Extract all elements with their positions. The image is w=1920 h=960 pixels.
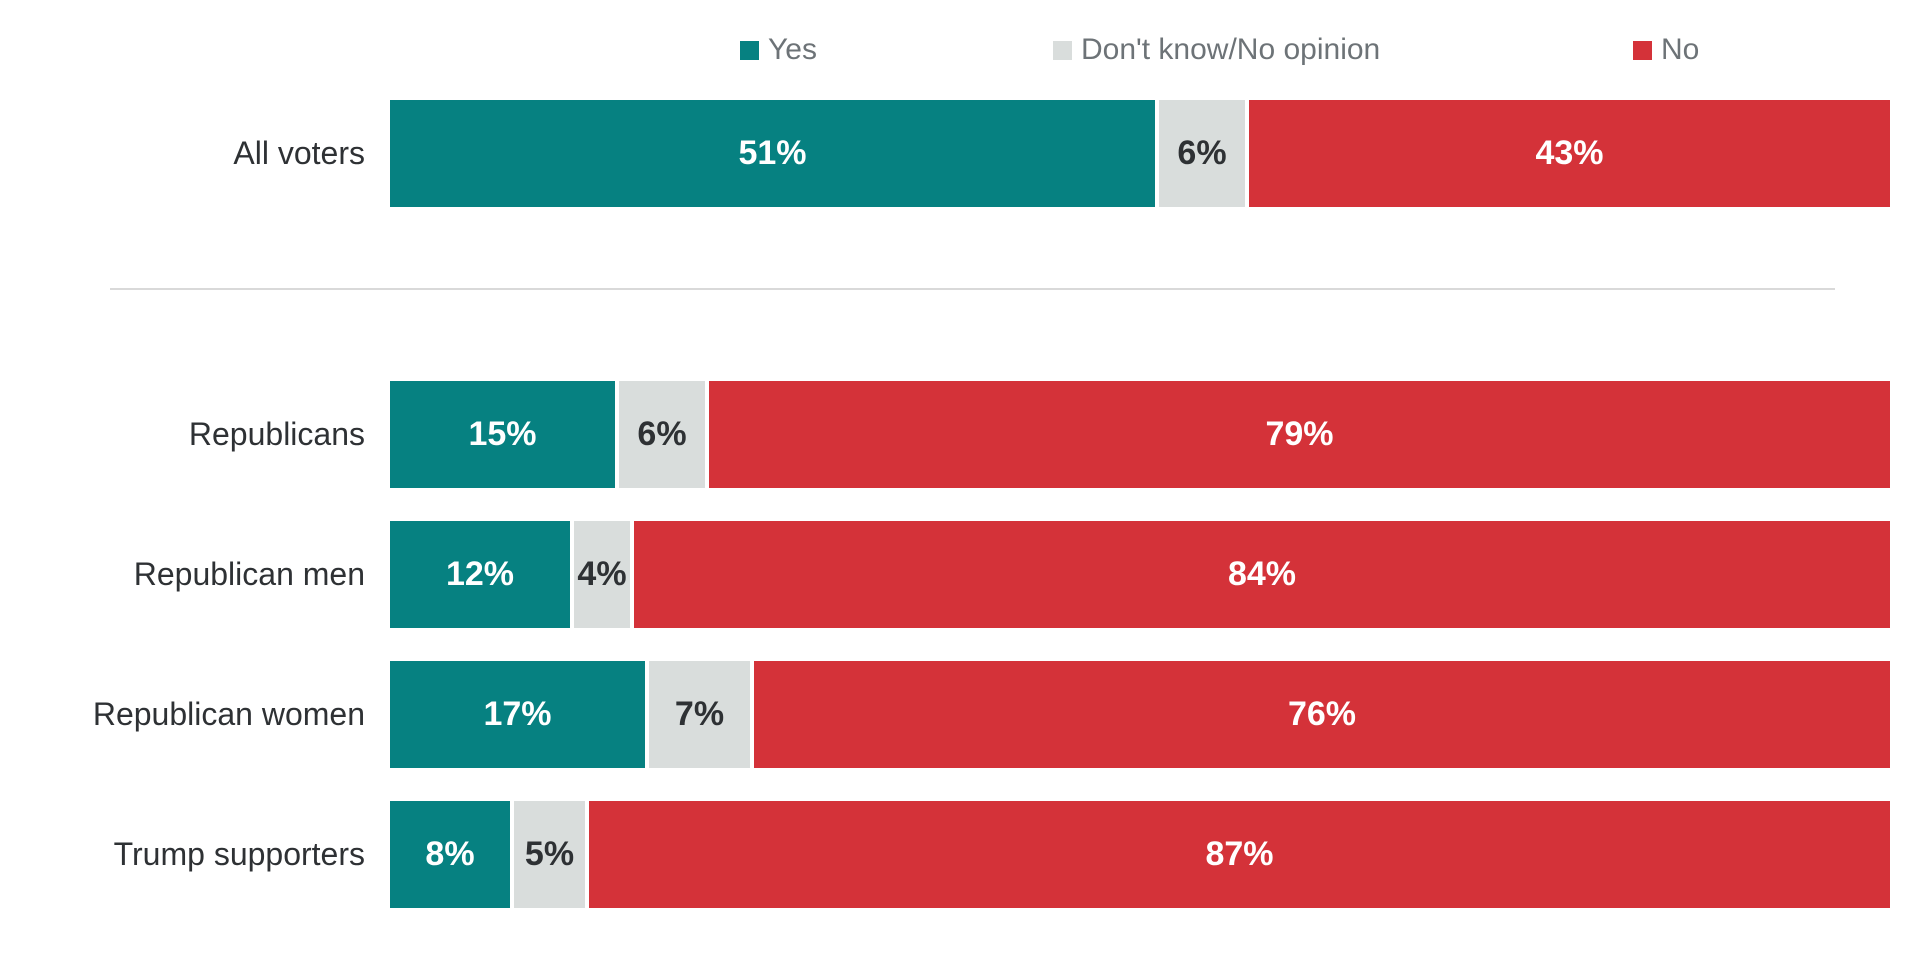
segment-value: 43% xyxy=(1535,134,1604,172)
legend-swatch-no-icon xyxy=(1633,40,1652,60)
segment-value: 7% xyxy=(674,695,725,733)
segment-value: 5% xyxy=(524,835,575,873)
legend-item-no: No xyxy=(1633,32,1699,68)
segment-dont-know: 6% xyxy=(615,381,705,488)
segment-value: 51% xyxy=(738,134,807,172)
segment-no: 43% xyxy=(1245,100,1890,207)
segment-value: 87% xyxy=(1205,835,1274,873)
row-label: Republican men xyxy=(133,556,365,592)
stacked-bar: 8% 5% 87% xyxy=(390,801,1890,908)
segment-no: 84% xyxy=(630,521,1890,628)
legend-item-dont-know: Don't know/No opinion xyxy=(1053,32,1380,68)
stacked-bar: 51% 6% 43% xyxy=(390,100,1890,207)
segment-value: 15% xyxy=(468,415,537,453)
segment-value: 79% xyxy=(1265,415,1334,453)
legend-label-yes: Yes xyxy=(768,33,817,66)
segment-value: 84% xyxy=(1227,555,1297,593)
segment-yes: 12% xyxy=(390,521,570,628)
group-divider xyxy=(110,288,1835,290)
stacked-bar: 12% 4% 84% xyxy=(390,521,1890,628)
segment-dont-know: 4% xyxy=(570,521,630,628)
row-label: Republicans xyxy=(188,416,365,452)
segment-yes: 17% xyxy=(390,661,645,768)
segment-yes: 8% xyxy=(390,801,510,908)
stacked-bar: 15% 6% 79% xyxy=(390,381,1890,488)
segment-no: 76% xyxy=(750,661,1890,768)
segment-value: 8% xyxy=(425,835,475,873)
segment-no: 79% xyxy=(705,381,1890,488)
segment-value: 12% xyxy=(445,555,515,593)
segment-yes: 15% xyxy=(390,381,615,488)
segment-dont-know: 6% xyxy=(1155,100,1245,207)
stacked-bar: 17% 7% 76% xyxy=(390,661,1890,768)
segment-dont-know: 5% xyxy=(510,801,585,908)
segment-dont-know: 7% xyxy=(645,661,750,768)
segment-value: 4% xyxy=(577,555,627,593)
segment-yes: 51% xyxy=(390,100,1155,207)
segment-value: 76% xyxy=(1287,695,1357,733)
legend-swatch-dont-know-icon xyxy=(1053,40,1072,60)
segment-no: 87% xyxy=(585,801,1890,908)
segment-value: 6% xyxy=(1177,134,1227,172)
legend-item-yes: Yes xyxy=(740,32,817,68)
legend-label-no: No xyxy=(1661,33,1700,66)
segment-value: 17% xyxy=(483,695,552,733)
row-label: Trump supporters xyxy=(113,836,365,872)
legend-label-dont-know: Don't know/No opinion xyxy=(1081,33,1381,66)
legend-swatch-yes-icon xyxy=(740,40,759,60)
row-label: Republican women xyxy=(92,696,365,732)
segment-value: 6% xyxy=(637,415,687,453)
row-label: All voters xyxy=(233,135,365,171)
